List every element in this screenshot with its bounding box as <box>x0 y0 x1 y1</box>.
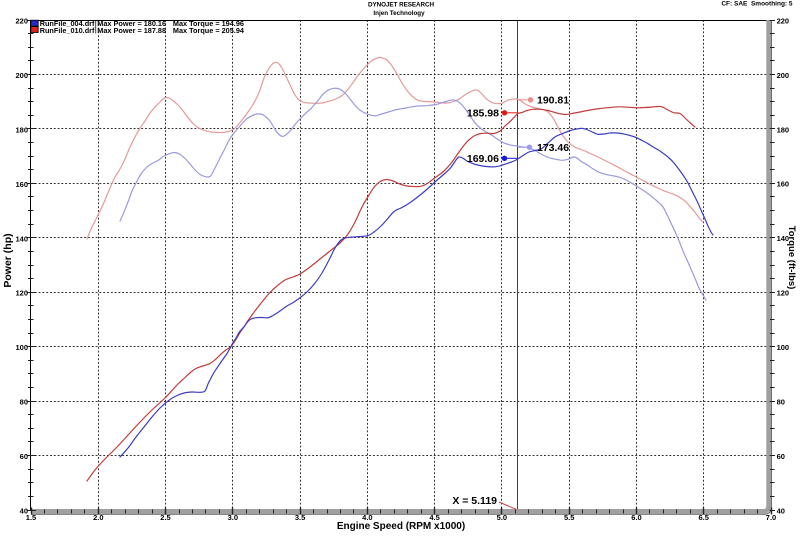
svg-text:5.5: 5.5 <box>564 513 574 522</box>
svg-text:200: 200 <box>15 71 28 80</box>
svg-text:Max Power = 180.16: Max Power = 180.16 <box>97 19 166 28</box>
svg-text:3.5: 3.5 <box>295 513 305 522</box>
svg-text:Torque (ft-lbs): Torque (ft-lbs) <box>786 226 797 290</box>
svg-text:173.46: 173.46 <box>537 142 569 154</box>
svg-text:4.0: 4.0 <box>362 513 372 522</box>
svg-text:220: 220 <box>15 17 28 26</box>
svg-text:80: 80 <box>777 398 785 407</box>
svg-text:160: 160 <box>15 180 28 189</box>
svg-text:100: 100 <box>777 343 790 352</box>
svg-text:RunFile_004.drf: RunFile_004.drf <box>40 19 95 28</box>
svg-text:169.06: 169.06 <box>467 153 499 165</box>
svg-text:6.5: 6.5 <box>698 513 708 522</box>
svg-text:120: 120 <box>15 289 28 298</box>
svg-text:Injen Technology: Injen Technology <box>373 10 425 17</box>
svg-text:140: 140 <box>777 234 790 243</box>
svg-text:180: 180 <box>777 125 790 134</box>
svg-text:3.0: 3.0 <box>228 513 238 522</box>
svg-text:Engine Speed (RPM x1000): Engine Speed (RPM x1000) <box>337 521 465 532</box>
svg-text:185.98: 185.98 <box>467 107 499 119</box>
svg-text:2.0: 2.0 <box>93 513 103 522</box>
svg-text:60: 60 <box>20 452 28 461</box>
svg-text:60: 60 <box>777 452 785 461</box>
svg-text:RunFile_010.drf: RunFile_010.drf <box>40 26 95 35</box>
svg-text:100: 100 <box>15 343 28 352</box>
svg-text:6.0: 6.0 <box>631 513 641 522</box>
svg-text:80: 80 <box>20 398 28 407</box>
svg-text:7.0: 7.0 <box>766 513 776 522</box>
svg-text:220: 220 <box>777 16 790 25</box>
svg-text:Power (hp): Power (hp) <box>2 233 14 287</box>
svg-text:DYNOJET RESEARCH: DYNOJET RESEARCH <box>368 1 435 8</box>
svg-text:2.5: 2.5 <box>160 513 170 522</box>
svg-text:Max Torque = 194.96: Max Torque = 194.96 <box>173 19 244 28</box>
svg-text:160: 160 <box>777 180 790 189</box>
svg-text:CF: SAE Smoothing: 5: CF: SAE Smoothing: 5 <box>721 0 793 7</box>
svg-text:120: 120 <box>777 289 790 298</box>
svg-text:200: 200 <box>777 71 790 80</box>
svg-text:5.0: 5.0 <box>497 513 507 522</box>
svg-text:Max Power = 187.88: Max Power = 187.88 <box>97 26 166 35</box>
svg-text:1.5: 1.5 <box>26 513 36 522</box>
svg-text:140: 140 <box>15 234 28 243</box>
svg-text:180: 180 <box>15 125 28 134</box>
svg-text:190.81: 190.81 <box>537 94 569 106</box>
svg-text:X = 5.119: X = 5.119 <box>452 495 497 507</box>
svg-text:4.5: 4.5 <box>429 513 439 522</box>
svg-text:40: 40 <box>20 507 28 516</box>
svg-text:Max Torque = 205.94: Max Torque = 205.94 <box>173 26 245 35</box>
svg-text:40: 40 <box>777 506 785 515</box>
